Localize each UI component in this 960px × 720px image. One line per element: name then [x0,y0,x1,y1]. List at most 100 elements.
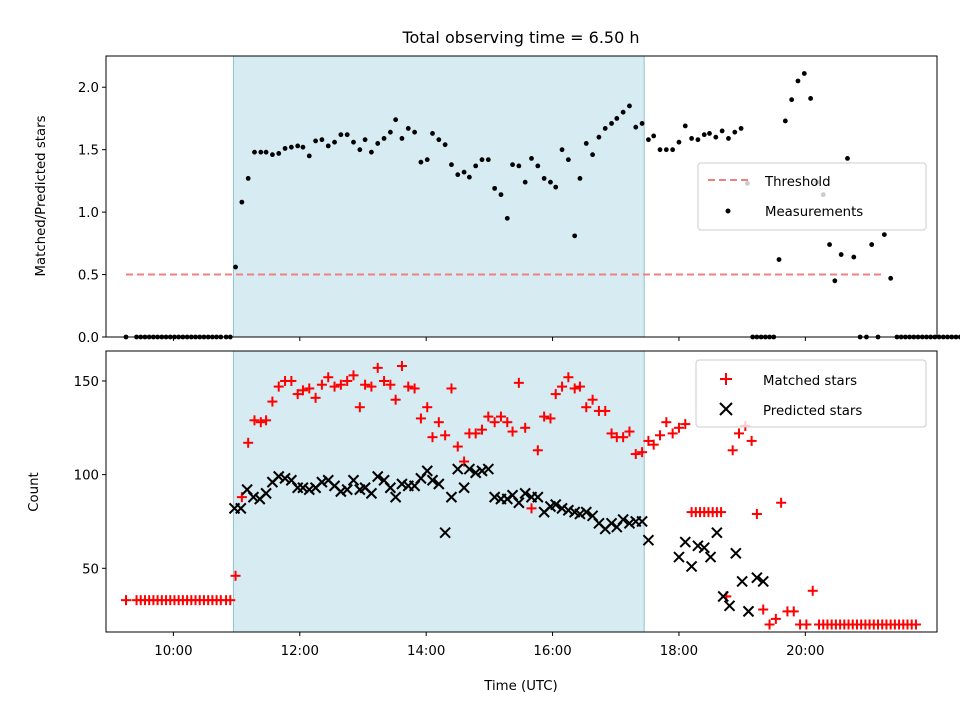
predicted-star-point [433,478,445,490]
count-y-ticks: 50 100 150 [74,375,106,577]
measurement-point [319,137,325,143]
measurement-point [548,179,553,185]
matched-star-point [655,430,665,441]
predicted-star-point [642,534,655,546]
predicted-star-point [341,483,353,496]
predicted-star-point [519,487,531,500]
predicted-star-point [372,470,384,483]
predicted-star-point [297,482,309,494]
measurement-point [252,149,257,155]
measurement-point [795,78,801,84]
measurement-point [657,147,663,153]
measurement-point [295,143,301,149]
matched-star-point [667,428,678,439]
predicted-star-point [679,536,691,548]
measurement-point [510,162,515,168]
measurement-point [529,156,534,161]
measurement-point [689,136,694,141]
predicted-star-point [482,463,495,475]
measurement-point [851,254,857,260]
matched-star-point [249,415,260,426]
matched-star-point [801,619,812,630]
measurement-point [258,149,264,155]
matched-star-point [477,424,488,435]
measurement-point [516,163,522,169]
measurement-point [827,242,832,247]
matched-star-point [427,432,438,443]
measurement-point [282,146,288,151]
predicted-star-point [617,513,629,526]
measurement-point [449,162,454,168]
measurement-point [602,126,608,131]
measurement-point [369,149,374,155]
matched-star-point [557,381,568,392]
y-tick-label: 50 [82,562,99,577]
matched-legend-swatch [720,373,732,385]
y-tick-label: 0.5 [78,269,99,284]
matched-star-point [746,435,757,446]
measurement-point [701,132,707,138]
predicted-star-point [623,517,636,530]
measurement-point [609,121,614,126]
matched-star-point [764,619,775,630]
ratio-x-ticks [172,337,806,341]
matched-star-point [600,405,611,416]
matched-star-point [520,422,531,433]
observing-window-shade-top [232,55,645,338]
matched-star-point [648,439,659,450]
measurement-point [940,334,946,340]
ratio-legend: Threshold Measurements [697,162,927,231]
matched-star-point [304,383,315,394]
predicted-star-point [692,540,704,552]
measurement-point [306,153,312,159]
measurement-point [387,129,393,135]
matched-star-point [483,411,494,422]
measurement-point [676,139,682,145]
measurement-point [838,252,844,257]
matched-star-point [230,570,241,581]
predicted-star-point [605,517,618,530]
matched-star-point [624,426,635,437]
matched-star-point [587,394,598,405]
matched-star-point [292,389,303,400]
measurement-point [300,144,306,150]
measurement-point [776,257,782,262]
measurement-point [313,138,318,144]
matched-star-point [502,417,513,428]
matched-star-point [776,497,787,508]
measurement-point [596,134,602,140]
matched-star-point [422,402,433,413]
measurement-point [663,147,669,153]
measurement-point [405,126,411,131]
matched-star-point [550,389,561,400]
predicted-star-point [636,515,648,528]
predicted-star-point [279,472,291,485]
predicted-star-point [235,502,247,515]
measurement-point [239,199,245,205]
ratio-y-label: Matched/Predicted stars [34,115,49,276]
measurement-point [869,242,875,247]
matched-star-point [310,392,321,403]
measurement-point [541,175,547,181]
predicted-star-point [488,491,501,503]
predicted-star-point [303,483,315,496]
measurement-point [362,137,368,143]
measurement-point [473,163,479,169]
matched-star-point [574,381,585,392]
measurement-point [832,278,838,284]
y-tick-label: 2.0 [78,81,99,96]
y-tick-label: 0.0 [78,331,99,346]
measurement-point [633,124,639,130]
ratio-panel: 0.00.51.01.52.0 Matched/Predicted stars … [34,55,960,346]
measurement-point [466,174,472,180]
matched-star-point [354,402,365,413]
predicted-star-point [513,497,525,509]
matched-star-point [788,606,799,617]
measurement-point [590,152,595,158]
measurement-point [455,172,461,178]
measurement-point [583,141,589,146]
predicted-stars-points [228,463,769,618]
measurement-point [789,97,795,103]
measurement-point [738,126,744,131]
measurement-point [344,132,350,138]
